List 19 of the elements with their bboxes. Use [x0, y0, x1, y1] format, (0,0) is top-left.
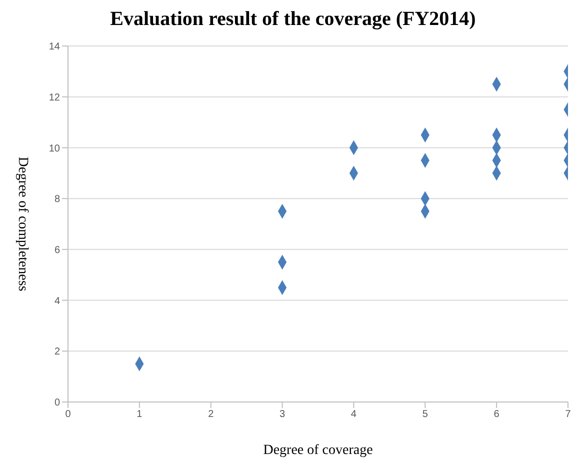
x-axis-title: Degree of coverage: [263, 443, 373, 458]
y-tick-label: 14: [48, 42, 60, 53]
y-tick-label: 4: [54, 296, 60, 307]
y-tick-label: 2: [54, 346, 60, 358]
y-axis-title: Degree of completeness: [15, 156, 30, 292]
chart-title: Evaluation result of the coverage (FY2014): [109, 8, 477, 32]
x-tick-label: 7: [565, 409, 572, 420]
x-tick-label: 4: [350, 409, 357, 420]
x-tick-label: 2: [208, 409, 214, 420]
x-tick-label: 5: [422, 409, 428, 420]
y-tick-label: 8: [54, 194, 60, 206]
y-tick-label: 10: [48, 143, 60, 154]
x-tick-label: 1: [136, 409, 143, 420]
y-tick-label: 0: [54, 398, 60, 409]
y-tick-label: 12: [48, 92, 60, 104]
x-tick-label: 3: [280, 409, 286, 420]
y-tick-label: 6: [54, 244, 60, 256]
x-tick-label: 0: [65, 409, 72, 420]
x-tick-label: 6: [494, 409, 500, 420]
